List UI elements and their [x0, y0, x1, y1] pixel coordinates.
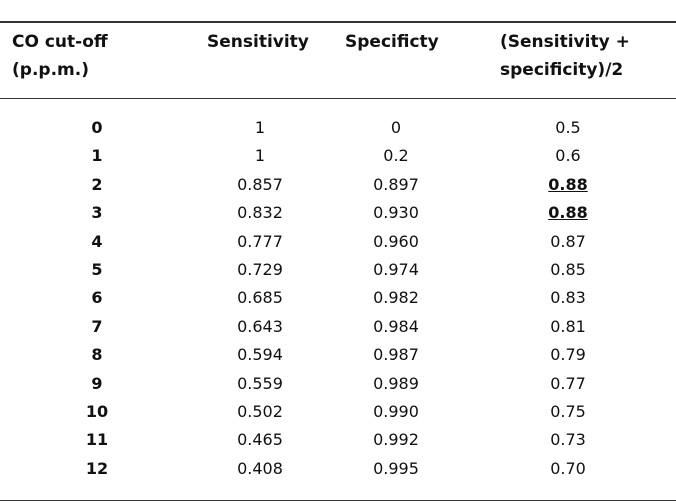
average-cell: 0.87: [550, 231, 586, 251]
specificity-cell: 0.982: [373, 288, 419, 308]
cutoff-cell: 7: [91, 316, 103, 336]
average-cell: 0.6: [555, 146, 581, 166]
average-cell: 0.81: [550, 316, 586, 336]
table-row: 5 0.729 0.974 0.85: [0, 256, 676, 284]
specificity-cell: 0.987: [373, 345, 419, 365]
sensitivity-cell: 0.685: [237, 288, 283, 308]
table-row: 7 0.643 0.984 0.81: [0, 313, 676, 341]
table-row: 0 1 0 0.5: [0, 114, 676, 142]
cutoff-cell: 6: [91, 288, 103, 308]
average-cell: 0.70: [550, 458, 586, 478]
sensitivity-cell: 0.777: [237, 231, 283, 251]
sensitivity-cell: 0.643: [237, 316, 283, 336]
cutoff-cell: 4: [91, 231, 103, 251]
table-row: 8 0.594 0.987 0.79: [0, 341, 676, 369]
cutoff-cell: 8: [91, 345, 103, 365]
table-row: 1 1 0.2 0.6: [0, 142, 676, 170]
sensitivity-cell: 1: [254, 146, 266, 166]
specificity-cell: 0.2: [383, 146, 409, 166]
cutoff-cell: 2: [91, 174, 103, 194]
average-cell: 0.88: [548, 174, 588, 194]
header-sensitivity: Sensitivity: [207, 32, 309, 52]
table-row: 4 0.777 0.960 0.87: [0, 228, 676, 256]
specificity-cell: 0.992: [373, 430, 419, 450]
header-average-2: specificity)/2: [500, 60, 624, 80]
cutoff-cell: 9: [91, 373, 103, 393]
average-cell: 0.73: [550, 430, 586, 450]
sensitivity-cell: 0.729: [237, 260, 283, 279]
header-ppm: (p.p.m.): [12, 60, 89, 80]
sensitivity-cell: 0.502: [237, 402, 283, 421]
cutoff-cell: 10: [85, 402, 109, 421]
specificity-cell: 0.897: [373, 174, 419, 194]
table-row: 3 0.832 0.930 0.88: [0, 199, 676, 227]
specificity-cell: 0.960: [373, 231, 419, 251]
bottom-rule: [0, 500, 676, 501]
top-rule: [0, 21, 676, 23]
specificity-cell: 0.989: [373, 373, 419, 393]
table-row: 9 0.559 0.989 0.77: [0, 370, 676, 398]
average-cell: 0.83: [550, 288, 586, 308]
specificity-cell: 0.984: [373, 316, 419, 336]
sensitivity-cell: 1: [254, 118, 266, 137]
table-row: 6 0.685 0.982 0.83: [0, 284, 676, 312]
sensitivity-cell: 0.559: [237, 373, 283, 393]
sensitivity-cell: 0.408: [237, 458, 283, 478]
cutoff-cell: 12: [85, 458, 109, 478]
specificity-cell: 0.930: [373, 203, 419, 223]
table-row: 10 0.502 0.990 0.75: [0, 398, 676, 426]
specificity-cell: 0.990: [373, 402, 419, 421]
cutoff-cell: 3: [91, 203, 103, 223]
table-row: 11 0.465 0.992 0.73: [0, 426, 676, 454]
average-cell: 0.77: [550, 373, 586, 393]
table-row: 2 0.857 0.897 0.88: [0, 171, 676, 199]
sensitivity-cell: 0.832: [237, 203, 283, 223]
average-cell: 0.5: [555, 118, 581, 137]
average-cell: 0.85: [550, 260, 586, 279]
cutoff-cell: 11: [85, 430, 109, 450]
header-co-cutoff: CO cut-off: [12, 32, 108, 52]
cutoff-cell: 5: [91, 260, 103, 279]
sensitivity-cell: 0.465: [237, 430, 283, 450]
average-cell: 0.88: [548, 203, 588, 223]
average-cell: 0.75: [550, 402, 586, 421]
cutoff-cell: 1: [91, 146, 103, 166]
table-row: 12 0.408 0.995 0.70: [0, 455, 676, 483]
cutoff-cell: 0: [91, 118, 103, 137]
sensitivity-cell: 0.594: [237, 345, 283, 365]
sensitivity-cell: 0.857: [237, 174, 283, 194]
header-specificity: Specificty: [345, 32, 439, 52]
header-average-1: (Sensitivity +: [500, 32, 630, 52]
specificity-cell: 0.974: [373, 260, 419, 279]
average-cell: 0.79: [550, 345, 586, 365]
specificity-cell: 0: [390, 118, 402, 137]
header-rule: [0, 98, 676, 99]
specificity-cell: 0.995: [373, 458, 419, 478]
